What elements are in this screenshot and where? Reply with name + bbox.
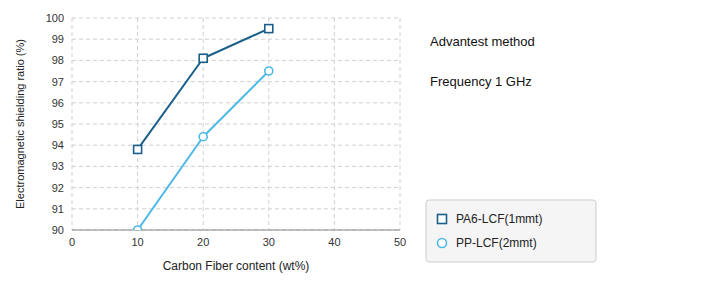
grid-line-y <box>72 18 400 19</box>
grid-line-y <box>72 124 400 125</box>
chart: 0 10 20 30 40 50 90 91 92 93 94 95 96 97 98 99 100 Carbon… <box>0 0 720 290</box>
series-marker <box>199 133 207 141</box>
x-axis-line <box>72 230 400 231</box>
x-tick-label: 30 <box>263 236 275 248</box>
grid-line-y <box>72 145 400 146</box>
y-tick-label: 93 <box>52 160 64 172</box>
grid-line-x <box>203 18 204 230</box>
grid-line-y <box>72 187 400 188</box>
x-tick-label: 50 <box>394 236 406 248</box>
grid-line-y <box>72 230 400 231</box>
series-marker <box>134 145 142 153</box>
grid-line-y <box>72 60 400 61</box>
series-marker <box>265 67 273 75</box>
x-tick-label: 10 <box>131 236 143 248</box>
legend-marker <box>438 239 447 248</box>
series-line <box>138 29 269 150</box>
y-axis-label: Electromagnetic shielding ratio (%) <box>14 39 26 209</box>
series-marker <box>199 54 207 62</box>
x-tick-label: 40 <box>328 236 340 248</box>
y-tick-label: 92 <box>52 182 64 194</box>
grid-line-x <box>400 18 401 230</box>
grid <box>72 18 400 230</box>
legend-label: PP-LCF(2mmt) <box>456 236 537 250</box>
x-axis-label: Carbon Fiber content (wt%) <box>163 259 310 273</box>
annotation: Advantest method <box>430 34 535 49</box>
legend-label: PA6-LCF(1mmt) <box>456 212 542 226</box>
grid-line-x <box>334 18 335 230</box>
legend: PA6-LCF(1mmt) PP-LCF(2mmt) <box>426 200 596 262</box>
grid-line-y <box>72 39 400 40</box>
grid-line-x <box>72 18 73 230</box>
y-tick-label: 98 <box>52 54 64 66</box>
grid-line-y <box>72 208 400 209</box>
x-tick-label: 20 <box>197 236 209 248</box>
x-tick-label: 0 <box>69 236 75 248</box>
grid-line-y <box>72 81 400 82</box>
series-marker <box>265 25 273 33</box>
series-marker <box>134 226 142 230</box>
series-line <box>138 71 269 230</box>
y-tick-label: 97 <box>52 76 64 88</box>
grid-line-x <box>268 18 269 230</box>
axes: 0 10 20 30 40 50 90 91 92 93 94 95 96 97 98 99 100 <box>46 12 406 248</box>
grid-line-x <box>137 18 138 230</box>
plot-area <box>134 25 273 230</box>
grid-line-y <box>72 166 400 167</box>
y-tick-label: 94 <box>52 139 64 151</box>
y-tick-label: 100 <box>46 12 64 24</box>
y-tick-label: 91 <box>52 203 64 215</box>
legend-box <box>426 200 596 262</box>
legend-marker <box>438 215 447 224</box>
y-tick-label: 96 <box>52 97 64 109</box>
annotation: Frequency 1 GHz <box>430 74 532 89</box>
chart-container: 0 10 20 30 40 50 90 91 92 93 94 95 96 97 98 99 100 Carbon… <box>0 0 720 290</box>
y-tick-label: 90 <box>52 224 64 236</box>
y-tick-label: 99 <box>52 33 64 45</box>
y-tick-label: 95 <box>52 118 64 130</box>
